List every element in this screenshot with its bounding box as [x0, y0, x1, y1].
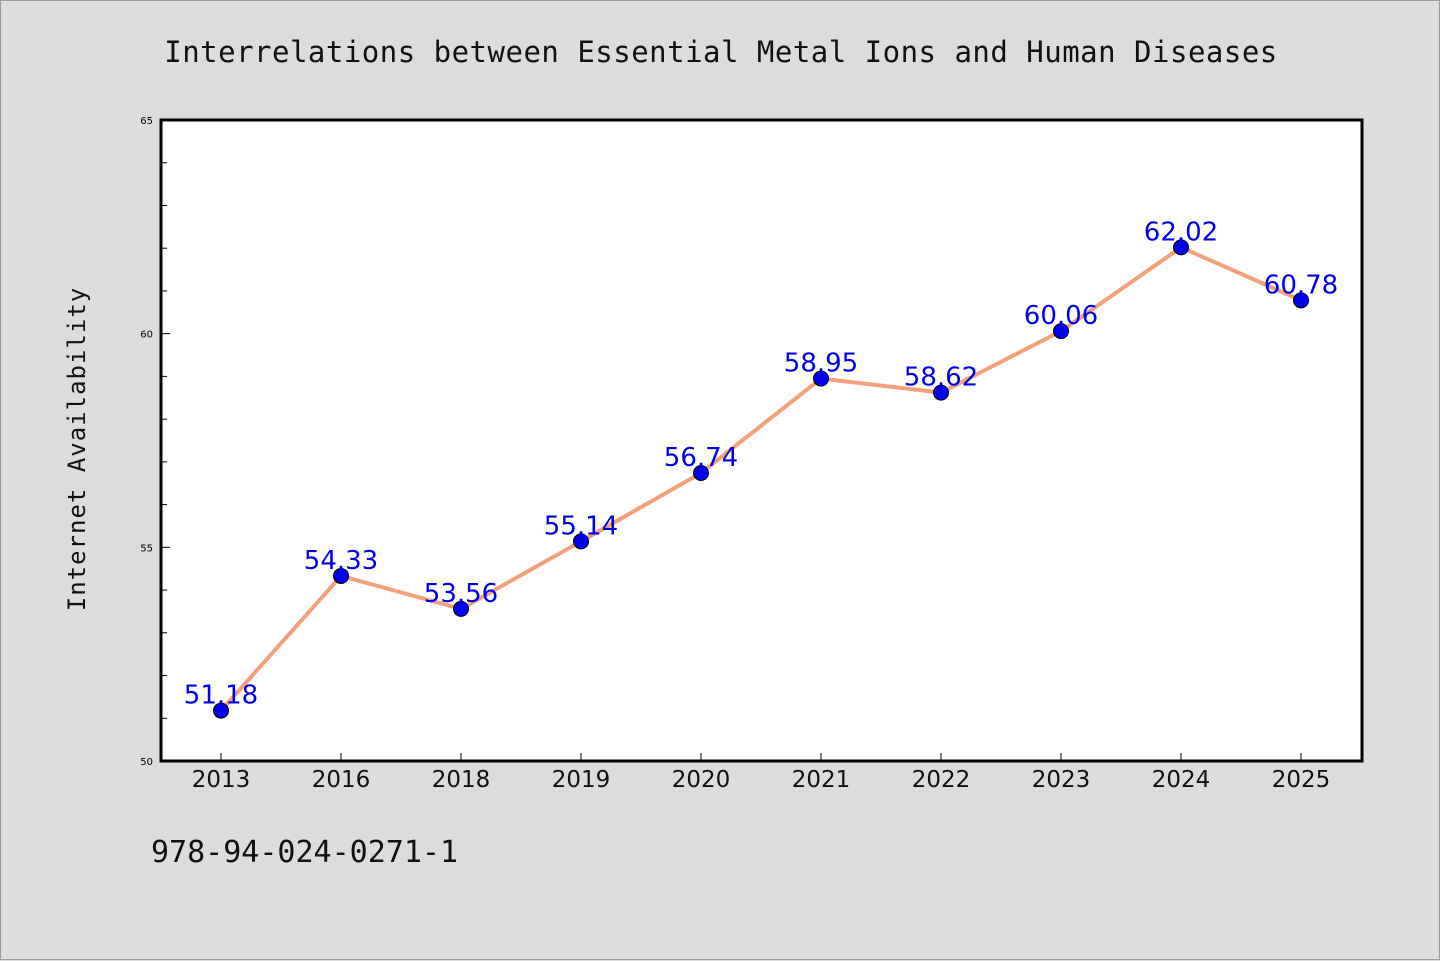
- x-tick-label: 2022: [912, 767, 971, 793]
- plot-area: [159, 118, 1364, 763]
- y-tick-label: 60: [140, 330, 153, 341]
- data-point: [1053, 323, 1069, 340]
- x-tick-label: 2019: [552, 767, 611, 793]
- y-tick-label: 65: [140, 116, 153, 127]
- data-label: 58.62: [904, 363, 978, 393]
- data-point: [573, 533, 589, 550]
- data-point: [333, 567, 349, 584]
- data-point: [1293, 292, 1309, 309]
- x-tick-label: 2013: [192, 767, 251, 793]
- x-tick-label: 2021: [792, 767, 851, 793]
- x-tick-label: 2024: [1152, 767, 1211, 793]
- data-label: 56.74: [664, 443, 738, 473]
- y-tick-label: 50: [140, 757, 153, 768]
- y-tick-label: 55: [140, 543, 153, 554]
- data-point: [933, 384, 949, 401]
- series-line: [219, 245, 1302, 712]
- data-label: 55.14: [544, 511, 618, 541]
- data-label: 58.95: [784, 349, 858, 379]
- data-point: [813, 370, 829, 387]
- data-label: 51.18: [184, 681, 258, 711]
- data-point: [453, 600, 469, 617]
- data-label: 54.33: [304, 546, 378, 576]
- data-label: 60.78: [1264, 270, 1338, 300]
- data-label: 60.06: [1024, 301, 1098, 331]
- x-tick-label: 2025: [1272, 767, 1331, 793]
- data-point: [693, 464, 709, 481]
- x-tick-label: 2023: [1032, 767, 1091, 793]
- x-tick-label: 2018: [432, 767, 491, 793]
- data-point: [213, 702, 229, 719]
- x-tick-label: 2016: [312, 767, 371, 793]
- chart-title: Interrelations between Essential Metal I…: [164, 35, 1278, 69]
- data-label: 62.02: [1144, 217, 1218, 247]
- x-tick-label: 2020: [672, 767, 731, 793]
- data-label: 53.56: [424, 579, 498, 609]
- isbn-text: 978-94-024-0271-1: [151, 835, 459, 870]
- data-point: [1173, 239, 1189, 256]
